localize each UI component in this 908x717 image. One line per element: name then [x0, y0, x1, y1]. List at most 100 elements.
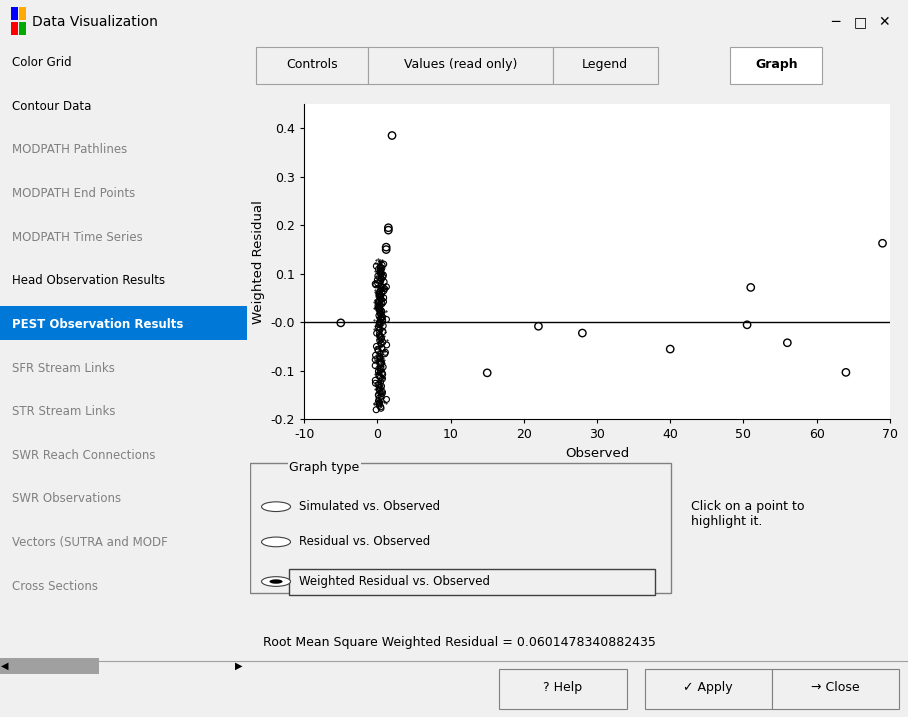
Point — [376, 270, 390, 281]
Point — [373, 272, 388, 284]
Point — [377, 395, 391, 407]
FancyBboxPatch shape — [730, 47, 823, 84]
Point — [371, 325, 386, 336]
Point — [373, 282, 388, 293]
Point — [373, 395, 388, 407]
Point — [370, 385, 385, 397]
Text: Root Mean Square Weighted Residual = 0.0601478340882435: Root Mean Square Weighted Residual = 0.0… — [263, 635, 656, 649]
Point — [376, 393, 390, 404]
Point — [374, 332, 389, 343]
Point — [380, 394, 394, 405]
Bar — [11, 22, 18, 35]
Point — [374, 267, 389, 278]
Point — [375, 268, 390, 280]
Text: Click on a point to
highlight it.: Click on a point to highlight it. — [691, 500, 804, 528]
Point — [368, 265, 382, 277]
Point — [369, 355, 383, 366]
Point — [371, 321, 386, 333]
FancyBboxPatch shape — [250, 462, 671, 592]
Point — [369, 358, 383, 369]
Point — [373, 382, 388, 394]
Point — [373, 318, 388, 329]
Text: MODPATH End Points: MODPATH End Points — [13, 187, 135, 200]
Point — [371, 367, 386, 379]
Point — [373, 272, 388, 283]
Point — [371, 322, 386, 333]
Text: MODPATH Time Series: MODPATH Time Series — [13, 231, 143, 244]
Point — [371, 391, 386, 403]
Point — [371, 368, 386, 379]
Point — [371, 297, 386, 308]
Point — [376, 296, 390, 308]
Point — [373, 265, 388, 277]
Point — [380, 283, 394, 295]
Point — [372, 398, 387, 409]
Point — [372, 303, 387, 314]
Point — [370, 300, 384, 311]
Point — [371, 283, 386, 295]
Point — [368, 320, 382, 331]
Point — [373, 345, 388, 356]
Point — [375, 312, 390, 323]
Point — [370, 280, 384, 292]
Point — [374, 341, 389, 352]
Point — [373, 275, 388, 286]
Text: Contour Data: Contour Data — [13, 100, 92, 113]
Point — [377, 267, 391, 279]
Text: → Close: → Close — [811, 681, 860, 694]
Point — [369, 287, 383, 298]
FancyBboxPatch shape — [369, 47, 552, 84]
Point — [370, 328, 384, 339]
Point — [376, 358, 390, 370]
Point — [371, 268, 386, 280]
Point — [368, 257, 382, 268]
Point — [368, 374, 382, 386]
Point — [374, 278, 389, 290]
Text: Head Observation Results: Head Observation Results — [13, 275, 165, 288]
Point — [375, 262, 390, 274]
Point — [370, 254, 385, 265]
Point — [372, 351, 387, 363]
Point — [376, 326, 390, 338]
Point — [380, 282, 394, 294]
Point — [375, 329, 390, 341]
Point — [373, 306, 388, 318]
Point — [376, 356, 390, 368]
Point — [375, 387, 390, 399]
Point — [374, 333, 389, 345]
Point — [371, 384, 386, 396]
Point — [372, 348, 387, 360]
Point — [371, 273, 386, 285]
Point — [378, 310, 392, 322]
Point — [381, 222, 396, 234]
Point — [369, 379, 383, 390]
Point — [372, 397, 387, 408]
Point — [368, 360, 382, 371]
Point — [370, 364, 385, 376]
Point — [380, 313, 394, 325]
Point — [374, 295, 389, 307]
X-axis label: Observed: Observed — [565, 447, 629, 460]
Point — [370, 299, 385, 310]
Point — [372, 351, 387, 362]
Point — [369, 319, 383, 331]
Point — [370, 280, 385, 292]
Point — [369, 367, 383, 379]
Point — [368, 354, 382, 366]
Point — [371, 345, 386, 356]
Point — [374, 270, 389, 281]
Point — [376, 281, 390, 293]
Point — [371, 389, 386, 400]
Point — [373, 371, 388, 383]
Point — [374, 270, 389, 282]
Point — [367, 314, 381, 326]
Point — [369, 350, 383, 361]
Point — [376, 387, 390, 399]
Point — [373, 274, 388, 285]
Point — [377, 343, 391, 354]
Point — [367, 303, 381, 314]
FancyBboxPatch shape — [552, 47, 657, 84]
Point — [371, 382, 386, 394]
Point — [374, 256, 389, 267]
Text: Residual vs. Observed: Residual vs. Observed — [299, 536, 430, 549]
